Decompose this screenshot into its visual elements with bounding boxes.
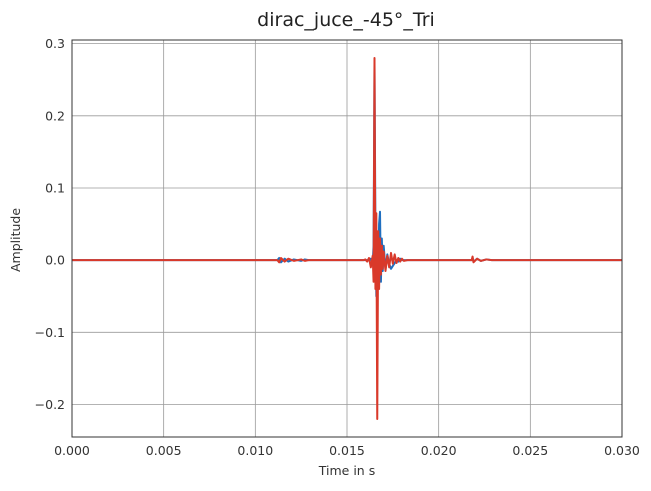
y-tick-label: 0.3 (45, 36, 65, 51)
y-tick-label: 0.0 (45, 253, 65, 268)
x-tick-label: 0.030 (604, 443, 640, 458)
plot-frame (71, 39, 623, 438)
series-lines (72, 57, 622, 420)
x-tick-label: 0.015 (329, 443, 365, 458)
x-tick-label: 0.025 (512, 443, 548, 458)
y-tick-label: −0.1 (35, 325, 65, 340)
y-tick-label: 0.2 (45, 108, 65, 123)
y-tick-label: −0.2 (35, 397, 65, 412)
chart-title: dirac_juce_-45°_Tri (257, 9, 435, 31)
x-tick-label: 0.010 (237, 443, 273, 458)
x-tick-label: 0.020 (421, 443, 457, 458)
series-line-2 (72, 57, 622, 420)
grid-lines (71, 40, 623, 437)
x-tick-labels: 0.000 0.005 0.010 0.015 0.020 0.025 0.030 (54, 443, 640, 458)
y-tick-label: 0.1 (45, 180, 65, 195)
x-tick-label: 0.005 (146, 443, 182, 458)
x-tick-label: 0.000 (54, 443, 90, 458)
x-axis-label: Time in s (318, 463, 375, 478)
y-tick-labels: −0.2 −0.1 0.0 0.1 0.2 0.3 (35, 36, 65, 412)
y-axis-label: Amplitude (8, 208, 23, 272)
